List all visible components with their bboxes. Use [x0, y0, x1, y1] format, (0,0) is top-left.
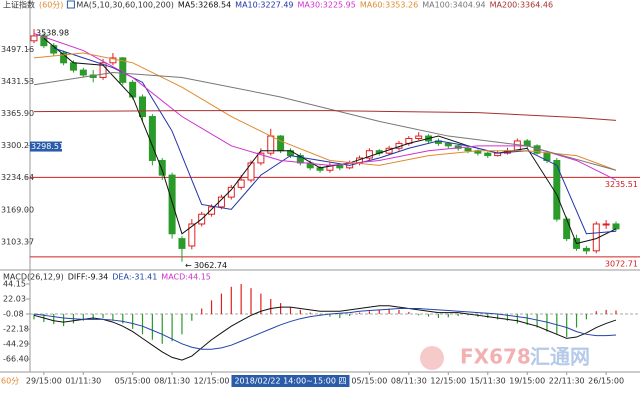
ma-line [33, 52, 617, 171]
legend-entry: DEA:-31.41 [112, 273, 157, 282]
indicator-icon [66, 0, 75, 9]
y-tick-label: 3497.16 [1, 45, 34, 54]
candle-body [69, 62, 77, 71]
legend-entry: MA200:3364.46 [490, 1, 553, 10]
macd-line [33, 305, 617, 361]
low-annotation: 3062.74 [194, 261, 227, 270]
y-tick-label: 3300.27 [1, 141, 34, 150]
candle-body [109, 57, 117, 64]
indicator-label: MA(5,10,30,60,100,200) [76, 1, 174, 10]
macd-line [33, 308, 617, 350]
x-tick-label: 05/15:00 [115, 377, 151, 386]
price-marker-label: 3298.51 [31, 142, 64, 151]
x-tick-label: 01/11:30 [65, 377, 101, 386]
candle-body [444, 142, 452, 147]
candle-body [582, 247, 590, 252]
reference-label: 3072.71 [605, 259, 638, 268]
x-tick-label: 15/11:30 [470, 377, 506, 386]
candle-body [612, 223, 620, 230]
candle-body [464, 147, 472, 152]
candle-body [208, 206, 216, 215]
ma-line [33, 110, 617, 121]
candle-body [237, 179, 245, 188]
x-tick-label: 29/15:00 [26, 377, 62, 386]
chart-title: 上证指数 [3, 0, 35, 10]
x-tick-label: 19/15:00 [509, 377, 545, 386]
candle-body [563, 218, 571, 240]
candle-body [415, 135, 423, 140]
candle-body [168, 174, 176, 235]
legend-entry: MACD:44.15 [161, 273, 211, 282]
x-tick-label: 26/15:00 [588, 377, 624, 386]
candle-body [158, 159, 166, 176]
candle-body [178, 238, 186, 249]
candle-body [484, 152, 492, 157]
chart-subtitle: (60分) [39, 1, 63, 10]
y-tick-label: 3431.53 [1, 77, 34, 86]
y-tick-label: -44.29 [3, 340, 29, 349]
x-tick-label: 08/11:30 [391, 377, 427, 386]
legend-entry: MA5:3268.54 [178, 1, 231, 10]
x-cursor-label: 2018/02/22 14:00~15:00 四 [234, 377, 346, 386]
price-marker-box [30, 141, 62, 152]
low-arrow: ← [185, 261, 192, 270]
y-tick-label: 3365.90 [1, 109, 34, 118]
y-tick-label: -22.18 [3, 325, 29, 334]
x-tick-label: 08/11:30 [154, 377, 190, 386]
period-label: 60分 [1, 377, 19, 386]
x-tick-label: 12/15:00 [430, 377, 466, 386]
y-tick-label: 3169.00 [1, 205, 34, 214]
candle-body [602, 223, 610, 226]
candle-body [277, 135, 285, 152]
candle-body [30, 35, 38, 42]
y-tick-label: 3103.37 [1, 237, 34, 246]
indicator-title: MACD(26,12,9) [3, 273, 64, 282]
legend-entry: MA100:3404.94 [422, 1, 485, 10]
watermark-text: 汇通网 [530, 345, 590, 369]
candle-body [148, 116, 156, 161]
y-tick-label: 44.15 [3, 279, 26, 288]
candle-body [365, 150, 373, 159]
candle-body [79, 69, 87, 76]
watermark: FX678 汇通网 [420, 345, 590, 370]
ma-line [33, 72, 617, 171]
x-tick-label: 05/15:00 [351, 377, 387, 386]
legend-entry: DIFF:-9.34 [68, 273, 109, 282]
x-cursor-box [231, 375, 350, 387]
watermark-logo [420, 346, 444, 370]
x-tick-label: 22/11:30 [549, 377, 585, 386]
candle-body [247, 162, 255, 181]
high-annotation: 3538.98 [36, 29, 69, 38]
candle-body [99, 62, 107, 78]
y-tick-label: 22.03 [3, 294, 26, 303]
y-tick-label: -0.08 [3, 310, 24, 319]
legend-entry: MA10:3227.49 [235, 1, 293, 10]
legend-entry: MA30:3225.95 [298, 1, 356, 10]
candle-body [60, 52, 68, 64]
legend-entry: MA60:3353.26 [360, 1, 418, 10]
x-tick-label: 12/15:00 [194, 377, 230, 386]
candle-body [139, 96, 147, 118]
watermark-text: FX678 [460, 345, 531, 369]
candle-body [188, 223, 196, 247]
candle-body [336, 164, 344, 169]
reference-label: 3235.51 [605, 180, 638, 189]
candle-body [257, 152, 265, 164]
y-tick-label: -66.40 [3, 355, 29, 364]
y-tick-label: 3234.64 [1, 173, 34, 182]
